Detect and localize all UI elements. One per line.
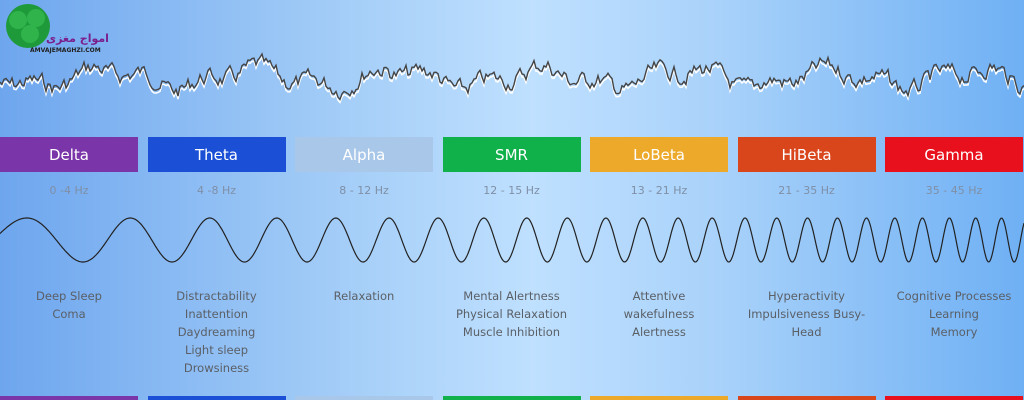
band-range: 8 - 12 Hz [339,184,389,197]
logo-icon [6,4,50,48]
description: Light sleep [185,343,248,357]
band-range: 0 -4 Hz [49,184,89,197]
band-label: Theta [147,137,286,172]
description: Cognitive Processes [896,289,1012,303]
description: Daydreaming [177,325,256,339]
band-descriptions: Deep Sleep Coma [0,287,138,323]
band-range: 35 - 45 Hz [925,184,983,197]
band-label: Gamma [885,137,1023,172]
band-descriptions: Hyperactivity Impulsiveness Busy-Head [738,287,876,341]
description: Physical Relaxation [455,307,568,321]
band-range: 12 - 15 Hz [483,184,540,197]
band-strip [590,396,728,400]
band-label: Alpha [295,137,433,172]
description: Inattention [184,307,249,321]
description: Drowsiness [183,361,250,375]
band-strip [737,396,876,400]
band-strip [885,396,1023,400]
description: Deep Sleep [36,289,102,303]
band-strip [0,396,138,400]
band-strip [442,396,581,400]
description: Learning [929,307,979,321]
description: Memory [930,325,978,339]
logo-title: امواج مغزی [46,32,109,45]
band-label: LoBeta [590,137,728,172]
description: Alertness [632,325,686,339]
band-descriptions: Distractability Inattention Daydreaming Lig… [148,287,286,377]
logo-site: AMVAJEMAGHZI.COM [30,47,101,54]
description: Attentive wakefulness [623,289,695,321]
band-label: HiBeta [737,137,876,172]
band-descriptions: Cognitive Processes Learning Memory [885,287,1023,341]
description: Relaxation [333,289,395,303]
frequency-wave [0,217,1024,263]
band-descriptions: Mental Alertness Physical Relaxation Muscl… [443,287,581,341]
description: Mental Alertness [463,289,560,303]
band-strip [147,396,286,400]
band-label: SMR [442,137,581,172]
description: Muscle Inhibition [462,325,561,339]
description: Coma [52,307,86,321]
band-label: Delta [0,137,138,172]
band-range: 21 - 35 Hz [778,184,835,197]
band-range: 13 - 21 Hz [630,184,688,197]
description: Hyperactivity [768,289,845,303]
band-descriptions: Relaxation [295,287,433,305]
eeg-shadow [0,55,1024,104]
description: Impulsiveness Busy-Head [747,307,866,339]
band-strip [295,396,433,400]
band-range: 4 -8 Hz [196,184,236,197]
description: Distractability [176,289,257,303]
eeg-trace [0,52,1024,101]
band-descriptions: Attentive wakefulness Alertness [590,287,728,341]
